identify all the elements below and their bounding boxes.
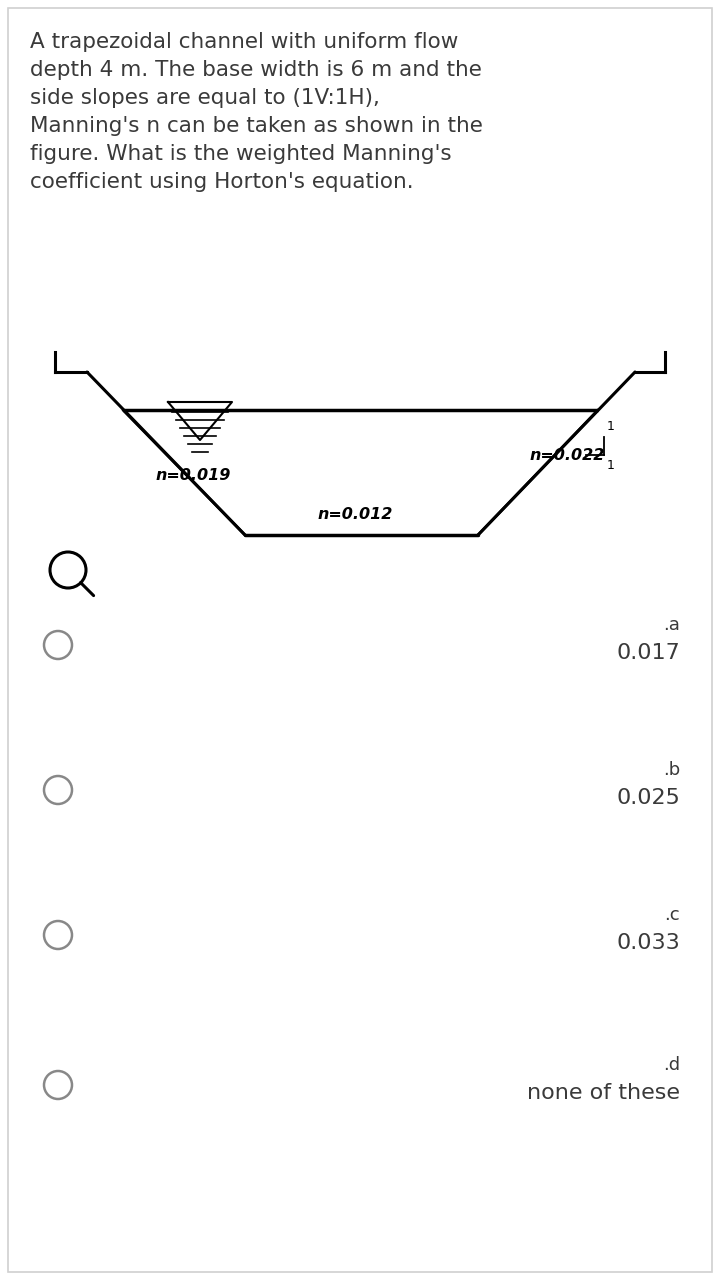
- Text: n=0.019: n=0.019: [155, 467, 230, 483]
- Text: 0.017: 0.017: [616, 643, 680, 663]
- Text: .d: .d: [663, 1056, 680, 1074]
- Text: 1: 1: [607, 460, 615, 472]
- Text: 1: 1: [607, 420, 615, 433]
- Text: .c: .c: [665, 906, 680, 924]
- Text: n=0.012: n=0.012: [318, 507, 392, 522]
- Text: 0.033: 0.033: [616, 933, 680, 954]
- Text: 0.025: 0.025: [616, 788, 680, 808]
- Text: none of these: none of these: [527, 1083, 680, 1103]
- Text: .b: .b: [662, 762, 680, 780]
- Text: n=0.022: n=0.022: [530, 448, 606, 462]
- Text: A trapezoidal channel with uniform flow
depth 4 m. The base width is 6 m and the: A trapezoidal channel with uniform flow …: [30, 32, 483, 192]
- Text: .a: .a: [663, 616, 680, 634]
